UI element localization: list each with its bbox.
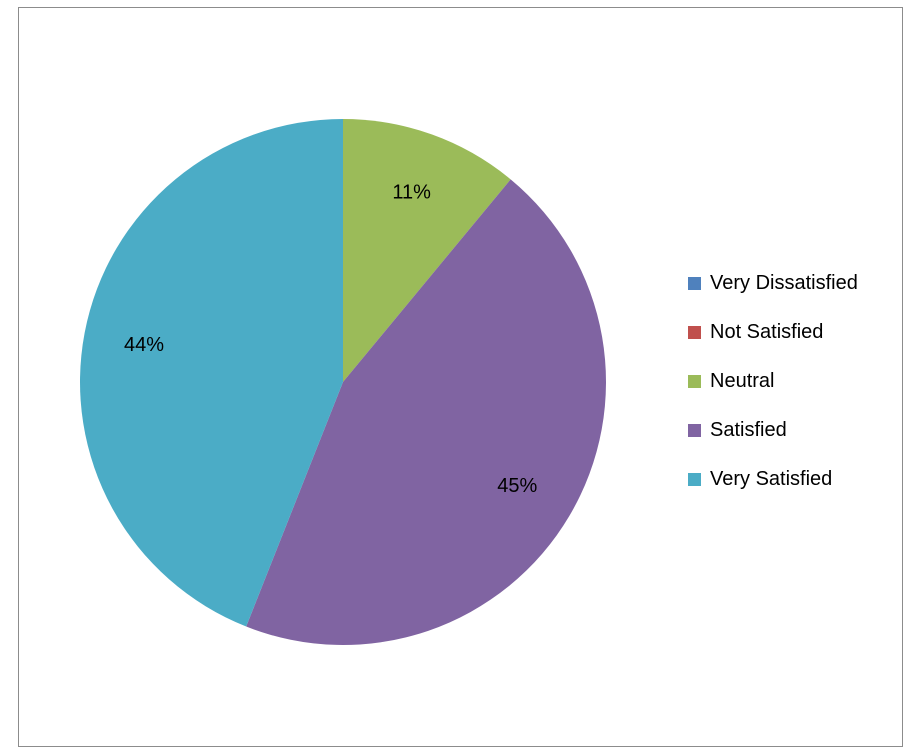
legend-label: Not Satisfied [710, 321, 823, 344]
data-label-satisfied: 45% [497, 475, 537, 497]
legend-label: Very Satisfied [710, 468, 832, 491]
legend-swatch [688, 326, 701, 339]
legend-swatch [688, 424, 701, 437]
legend-item-satisfied: Satisfied [688, 418, 898, 443]
legend-item-neutral: Neutral [688, 369, 898, 394]
legend-swatch [688, 277, 701, 290]
legend-swatch [688, 375, 701, 388]
legend-label: Neutral [710, 370, 774, 393]
legend-swatch [688, 473, 701, 486]
legend-item-not-satisfied: Not Satisfied [688, 320, 898, 345]
legend-label: Satisfied [710, 419, 787, 442]
legend: Very Dissatisfied Not Satisfied Neutral Sat… [688, 271, 898, 516]
legend-label: Very Dissatisfied [710, 272, 858, 295]
data-label-very-satisfied: 44% [124, 334, 164, 356]
legend-item-very-satisfied: Very Satisfied [688, 467, 898, 492]
legend-item-very-dissatisfied: Very Dissatisfied [688, 271, 898, 296]
data-label-neutral: 11% [392, 181, 431, 203]
